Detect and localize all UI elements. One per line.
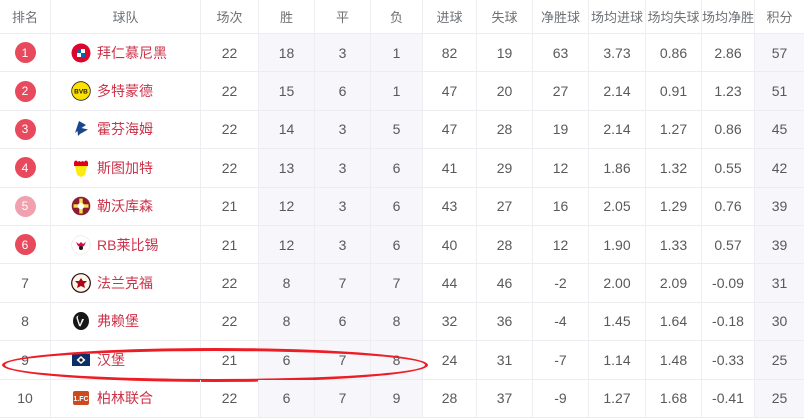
svg-text:BVB: BVB (74, 89, 88, 96)
svg-text:1.FC: 1.FC (73, 396, 88, 403)
